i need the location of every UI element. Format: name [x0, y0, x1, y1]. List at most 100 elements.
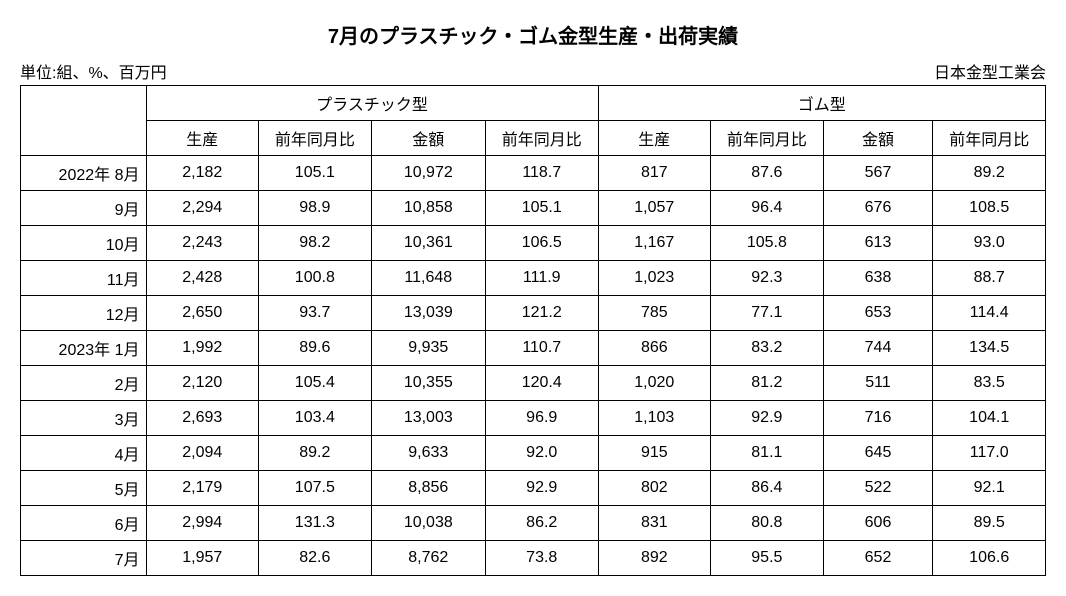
- period-cell: 2022年 8月: [21, 156, 147, 191]
- data-cell: 831: [598, 506, 711, 541]
- period-cell: 2023年 1月: [21, 331, 147, 366]
- data-cell: 10,361: [371, 226, 485, 261]
- group-header-rubber: ゴム型: [598, 86, 1045, 121]
- sub-column-header: 前年同月比: [259, 121, 372, 156]
- period-cell: 2月: [21, 366, 147, 401]
- data-cell: 118.7: [485, 156, 598, 191]
- data-cell: 10,858: [371, 191, 485, 226]
- data-cell: 11,648: [371, 261, 485, 296]
- data-cell: 2,693: [146, 401, 259, 436]
- data-cell: 77.1: [711, 296, 824, 331]
- data-cell: 676: [823, 191, 933, 226]
- data-cell: 1,023: [598, 261, 711, 296]
- data-cell: 89.2: [259, 436, 372, 471]
- data-cell: 9,633: [371, 436, 485, 471]
- data-cell: 89.5: [933, 506, 1046, 541]
- period-cell: 3月: [21, 401, 147, 436]
- table-row: 2022年 8月2,182105.110,972118.781787.65678…: [21, 156, 1046, 191]
- data-cell: 638: [823, 261, 933, 296]
- sub-column-header: 金額: [371, 121, 485, 156]
- data-cell: 8,856: [371, 471, 485, 506]
- period-cell: 11月: [21, 261, 147, 296]
- table-row: 5月2,179107.58,85692.980286.452292.1: [21, 471, 1046, 506]
- data-cell: 2,179: [146, 471, 259, 506]
- data-cell: 10,972: [371, 156, 485, 191]
- data-cell: 96.9: [485, 401, 598, 436]
- sub-column-header: 前年同月比: [933, 121, 1046, 156]
- data-cell: 83.2: [711, 331, 824, 366]
- table-row: 7月1,95782.68,76273.889295.5652106.6: [21, 541, 1046, 576]
- data-cell: 2,650: [146, 296, 259, 331]
- data-cell: 522: [823, 471, 933, 506]
- data-cell: 98.2: [259, 226, 372, 261]
- data-cell: 613: [823, 226, 933, 261]
- table-row: 12月2,65093.713,039121.278577.1653114.4: [21, 296, 1046, 331]
- data-cell: 892: [598, 541, 711, 576]
- data-cell: 106.6: [933, 541, 1046, 576]
- data-cell: 82.6: [259, 541, 372, 576]
- table-row: 10月2,24398.210,361106.51,167105.861393.0: [21, 226, 1046, 261]
- data-cell: 645: [823, 436, 933, 471]
- sub-column-header: 前年同月比: [485, 121, 598, 156]
- data-cell: 653: [823, 296, 933, 331]
- sub-column-header: 金額: [823, 121, 933, 156]
- data-cell: 93.7: [259, 296, 372, 331]
- data-cell: 105.4: [259, 366, 372, 401]
- table-row: 9月2,29498.910,858105.11,05796.4676108.5: [21, 191, 1046, 226]
- data-cell: 117.0: [933, 436, 1046, 471]
- data-cell: 89.2: [933, 156, 1046, 191]
- period-cell: 10月: [21, 226, 147, 261]
- group-header-plastic: プラスチック型: [146, 86, 598, 121]
- data-cell: 2,294: [146, 191, 259, 226]
- period-header: [21, 86, 147, 156]
- table-header-row-1: プラスチック型 ゴム型: [21, 86, 1046, 121]
- data-cell: 606: [823, 506, 933, 541]
- data-cell: 2,094: [146, 436, 259, 471]
- data-cell: 100.8: [259, 261, 372, 296]
- data-cell: 1,992: [146, 331, 259, 366]
- data-cell: 866: [598, 331, 711, 366]
- data-cell: 92.9: [485, 471, 598, 506]
- data-cell: 108.5: [933, 191, 1046, 226]
- period-cell: 7月: [21, 541, 147, 576]
- period-cell: 6月: [21, 506, 147, 541]
- table-row: 4月2,09489.29,63392.091581.1645117.0: [21, 436, 1046, 471]
- period-cell: 9月: [21, 191, 147, 226]
- data-cell: 716: [823, 401, 933, 436]
- data-cell: 73.8: [485, 541, 598, 576]
- data-cell: 80.8: [711, 506, 824, 541]
- data-cell: 120.4: [485, 366, 598, 401]
- data-cell: 785: [598, 296, 711, 331]
- data-cell: 13,039: [371, 296, 485, 331]
- period-cell: 12月: [21, 296, 147, 331]
- page-title: 7月のプラスチック・ゴム金型生産・出荷実績: [20, 20, 1046, 49]
- data-cell: 915: [598, 436, 711, 471]
- table-row: 6月2,994131.310,03886.283180.860689.5: [21, 506, 1046, 541]
- data-cell: 111.9: [485, 261, 598, 296]
- data-table: プラスチック型 ゴム型 生産前年同月比金額前年同月比生産前年同月比金額前年同月比…: [20, 85, 1046, 576]
- data-cell: 96.4: [711, 191, 824, 226]
- data-cell: 1,957: [146, 541, 259, 576]
- data-cell: 2,243: [146, 226, 259, 261]
- data-cell: 107.5: [259, 471, 372, 506]
- period-cell: 5月: [21, 471, 147, 506]
- data-cell: 817: [598, 156, 711, 191]
- data-cell: 744: [823, 331, 933, 366]
- data-cell: 92.3: [711, 261, 824, 296]
- data-cell: 86.2: [485, 506, 598, 541]
- data-cell: 13,003: [371, 401, 485, 436]
- data-cell: 105.8: [711, 226, 824, 261]
- data-cell: 2,428: [146, 261, 259, 296]
- data-cell: 92.0: [485, 436, 598, 471]
- data-cell: 802: [598, 471, 711, 506]
- data-cell: 98.9: [259, 191, 372, 226]
- data-cell: 1,057: [598, 191, 711, 226]
- data-cell: 105.1: [259, 156, 372, 191]
- data-cell: 134.5: [933, 331, 1046, 366]
- table-header-row-2: 生産前年同月比金額前年同月比生産前年同月比金額前年同月比: [21, 121, 1046, 156]
- data-cell: 87.6: [711, 156, 824, 191]
- data-cell: 1,020: [598, 366, 711, 401]
- data-cell: 9,935: [371, 331, 485, 366]
- table-row: 3月2,693103.413,00396.91,10392.9716104.1: [21, 401, 1046, 436]
- data-cell: 105.1: [485, 191, 598, 226]
